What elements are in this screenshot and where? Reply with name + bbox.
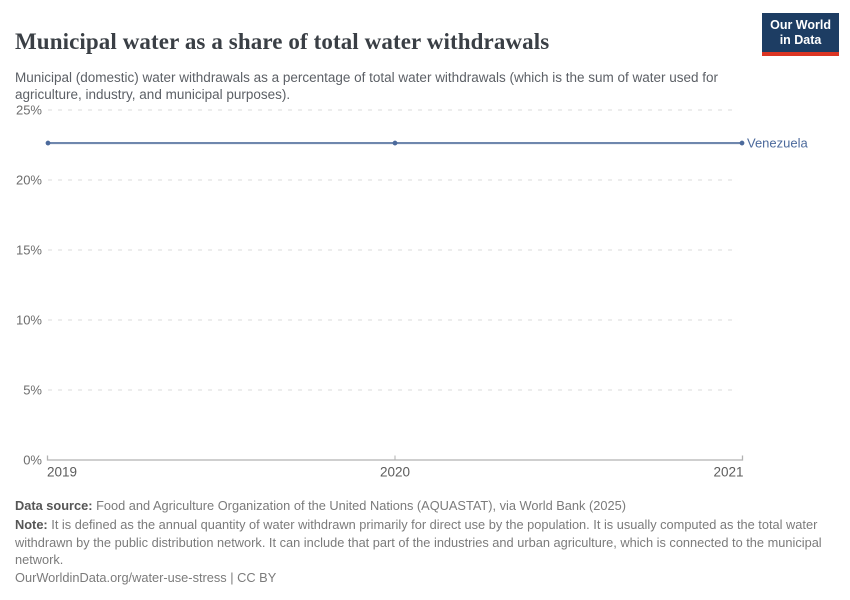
chart-subtitle: Municipal (domestic) water withdrawals a… <box>15 69 719 103</box>
owid-logo-line1: Our World <box>770 18 831 32</box>
data-point <box>392 140 398 146</box>
y-tick-label: 20% <box>16 173 42 188</box>
x-tick-label: 2020 <box>380 465 410 480</box>
data-source-label: Data source: <box>15 498 93 513</box>
owid-logo-line2: in Data <box>779 33 822 48</box>
x-tick-label: 2021 <box>713 465 743 480</box>
series-label: Venezuela <box>747 136 808 151</box>
citation-line: OurWorldinData.org/water-use-stress | CC… <box>15 570 277 585</box>
y-tick-label: 5% <box>23 383 42 398</box>
note-label: Note: <box>15 517 48 532</box>
note-line: Note: It is defined as the annual quanti… <box>15 516 836 569</box>
y-tick-label: 0% <box>23 453 42 468</box>
data-point <box>739 140 745 146</box>
data-source-line: Data source: Food and Agriculture Organi… <box>15 497 836 515</box>
owid-logo: Our World in Data <box>762 13 839 56</box>
data-source-text: Food and Agriculture Organization of the… <box>92 498 626 513</box>
y-tick-label: 25% <box>16 103 42 118</box>
y-tick-label: 10% <box>16 313 42 328</box>
page-title: Municipal water as a share of total wate… <box>15 29 550 55</box>
note-text: It is defined as the annual quantity of … <box>15 517 822 568</box>
x-tick-label: 2019 <box>47 465 77 480</box>
data-point <box>45 140 51 146</box>
y-tick-label: 15% <box>16 243 42 258</box>
